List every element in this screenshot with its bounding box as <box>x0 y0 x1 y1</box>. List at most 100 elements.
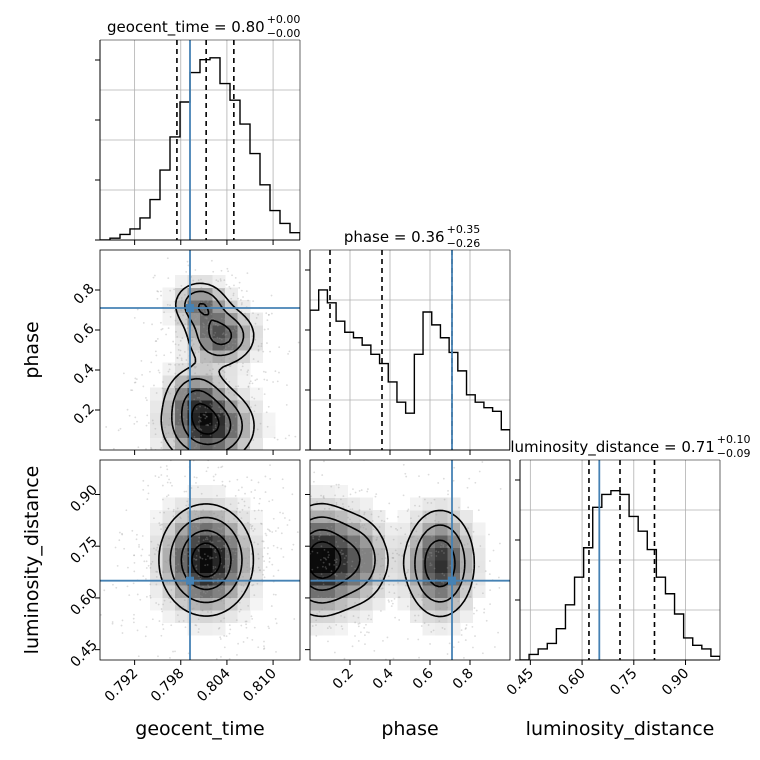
sample-point <box>359 525 362 528</box>
sample-point <box>466 543 469 545</box>
sample-point <box>271 502 273 504</box>
sample-point <box>331 692 333 694</box>
sample-point <box>168 570 171 573</box>
density-cell <box>410 560 423 573</box>
sample-point <box>358 490 361 492</box>
sample-point <box>276 438 279 441</box>
sample-point <box>220 317 223 320</box>
sample-point <box>322 510 325 513</box>
sample-point <box>202 299 205 302</box>
sample-point <box>204 538 207 541</box>
sample-point <box>382 564 385 567</box>
sample-point <box>267 547 269 549</box>
sample-point <box>223 412 226 415</box>
sample-point <box>168 417 171 420</box>
sample-point <box>245 626 248 629</box>
sample-point <box>317 595 320 598</box>
sample-point <box>267 313 270 316</box>
sample-point <box>478 470 481 473</box>
sample-point <box>243 500 246 503</box>
sample-point <box>322 432 324 434</box>
truth-marker <box>448 576 456 585</box>
sample-point <box>182 535 185 538</box>
sample-point <box>346 561 349 564</box>
sample-point <box>214 323 217 326</box>
sample-point <box>263 547 266 549</box>
sample-point <box>229 537 231 540</box>
sample-point <box>214 426 217 429</box>
sample-point <box>292 570 294 572</box>
sample-point <box>228 345 230 348</box>
sample-point <box>173 556 175 558</box>
sample-point <box>334 573 337 576</box>
density-cell <box>212 362 226 376</box>
sample-point <box>213 479 215 482</box>
sample-point <box>162 570 164 573</box>
sample-point <box>364 572 366 574</box>
sample-point <box>185 270 188 273</box>
grid-geocent_time <box>100 40 300 240</box>
sample-point <box>212 475 215 478</box>
sample-point <box>207 290 210 293</box>
sample-point <box>222 452 224 454</box>
title-main: luminosity_distance = 0.71 <box>510 438 714 457</box>
sample-point <box>342 552 345 555</box>
sample-point <box>297 545 299 547</box>
sample-point <box>221 410 224 413</box>
sample-point <box>417 515 420 518</box>
sample-point <box>335 541 338 543</box>
sample-point <box>293 547 295 549</box>
density-cell <box>237 387 251 401</box>
sample-point <box>234 495 237 497</box>
sample-point <box>218 522 221 525</box>
sample-point <box>183 438 186 441</box>
sample-point <box>176 397 179 400</box>
sample-point <box>191 344 194 347</box>
sample-point <box>210 528 213 531</box>
density-cell <box>225 337 238 351</box>
sample-point <box>264 532 267 535</box>
sample-point <box>384 557 387 560</box>
sample-point <box>180 570 183 573</box>
sample-point <box>247 521 249 524</box>
sample-point <box>223 634 226 637</box>
sample-point <box>327 556 330 559</box>
sample-point <box>173 309 176 312</box>
sample-point <box>183 391 186 394</box>
sample-point <box>453 466 456 469</box>
sample-point <box>162 571 164 574</box>
sample-point <box>211 528 214 531</box>
sample-point <box>350 565 353 568</box>
density-cell <box>472 535 486 548</box>
sample-point <box>118 539 121 542</box>
sample-point <box>383 534 386 537</box>
sample-point <box>163 599 166 602</box>
sample-point <box>446 606 449 609</box>
sample-point <box>133 381 136 384</box>
y-tick-label-phase: 0.8 <box>71 281 98 308</box>
sample-point <box>252 583 255 586</box>
sample-point <box>223 371 226 374</box>
density-cell <box>225 437 238 450</box>
sample-point <box>442 545 445 548</box>
sample-point <box>399 542 402 545</box>
contour-level-3 <box>191 542 222 578</box>
sample-point <box>265 566 268 568</box>
sample-point <box>224 422 227 425</box>
sample-point <box>200 511 203 514</box>
sample-point <box>232 439 235 442</box>
density-cell <box>360 585 373 598</box>
sample-point <box>427 624 430 626</box>
sample-point <box>328 625 331 628</box>
sample-point <box>201 557 204 560</box>
density-cell <box>310 622 323 636</box>
sample-point <box>229 543 231 546</box>
sample-point <box>136 420 138 423</box>
sample-point <box>421 569 423 572</box>
sample-point <box>199 419 201 422</box>
sample-point <box>367 488 369 490</box>
sample-point <box>271 531 274 533</box>
sample-point <box>210 378 213 381</box>
sample-point <box>193 446 196 449</box>
sample-point <box>195 482 197 484</box>
